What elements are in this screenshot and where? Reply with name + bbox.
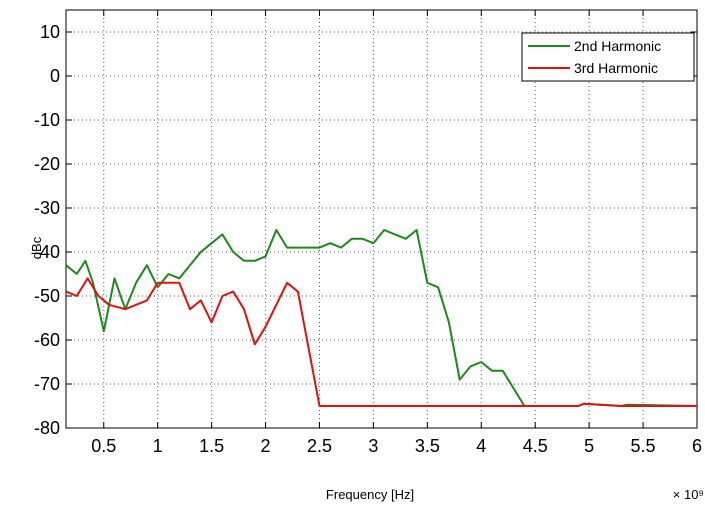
- y-axis-label: dBc: [29, 236, 44, 259]
- x-tick-label: 2: [261, 436, 271, 456]
- y-tick-label: 10: [40, 22, 60, 42]
- x-tick-label: 5: [584, 436, 594, 456]
- series-line-3rd-harmonic: [65, 277, 697, 407]
- y-tick-label: -60: [34, 330, 60, 350]
- series-lines: [65, 229, 698, 407]
- x-axis-label: Frequency [Hz]: [326, 487, 414, 502]
- x-tick-label: 5.5: [631, 436, 656, 456]
- x-tick-label: 4: [476, 436, 486, 456]
- plot-frame: [65, 9, 698, 429]
- ticks: 0.5 1 1.5 2 2.5 3 3.5 4 4.5 5 5.5 6 -80 -70 -60 -50 -40 -…: [34, 10, 702, 456]
- y-tick-label: -30: [34, 198, 60, 218]
- y-tick-label: -20: [34, 154, 60, 174]
- y-tick-label: -70: [34, 374, 60, 394]
- y-tick-label: 0: [50, 66, 60, 86]
- legend: 2nd Harmonic 3rd Harmonic: [521, 32, 695, 82]
- x-axis-multiplier: × 10⁹: [673, 487, 704, 502]
- x-tick-label: 1: [153, 436, 163, 456]
- legend-box: [521, 32, 695, 82]
- x-tick-label: 3.5: [415, 436, 440, 456]
- x-tick-label: 6: [692, 436, 702, 456]
- x-tick-label: 1.5: [199, 436, 224, 456]
- y-tick-label: -10: [34, 110, 60, 130]
- x-tick-label: 2.5: [307, 436, 332, 456]
- legend-label-3rd-harmonic: 3rd Harmonic: [574, 60, 658, 76]
- x-tick-label: 3: [368, 436, 378, 456]
- grid: [66, 10, 697, 428]
- series-line-2nd-harmonic: [65, 229, 698, 407]
- x-tick-label: 4.5: [523, 436, 548, 456]
- y-tick-label: -50: [34, 286, 60, 306]
- x-tick-label: 0.5: [91, 436, 116, 456]
- legend-label-2nd-harmonic: 2nd Harmonic: [574, 38, 661, 54]
- y-tick-label: -80: [34, 418, 60, 438]
- y-tick-label: -40: [34, 242, 60, 262]
